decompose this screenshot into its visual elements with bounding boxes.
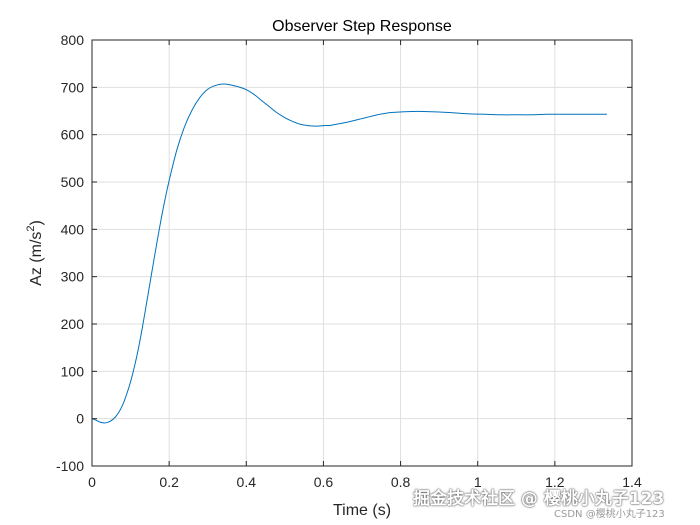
chart-title: Observer Step Response (272, 18, 452, 35)
x-tick-label: 0.8 (391, 474, 411, 490)
y-tick-label: 800 (61, 32, 85, 48)
ticks (91, 39, 633, 467)
x-tick-label: 0.4 (237, 474, 257, 490)
x-tick-label: 1 (474, 474, 482, 490)
y-tick-label: 200 (61, 316, 85, 332)
plot-box (91, 39, 633, 467)
y-tick-label: 600 (61, 127, 85, 143)
y-axis-label-sup: 2 (25, 225, 37, 231)
y-tick-label: -100 (56, 458, 84, 474)
series-line (91, 83, 607, 424)
x-axis-label: Time (s) (333, 502, 391, 519)
x-tick-label: 1.4 (622, 474, 642, 490)
y-axis-label-close: ) (28, 220, 45, 225)
x-tick-label: 0.2 (159, 474, 179, 490)
y-tick-label: 100 (61, 363, 85, 379)
y-axis-label: Az (m/s2) (25, 220, 45, 286)
y-tick-label: 500 (61, 174, 85, 190)
y-tick-label: 700 (61, 79, 85, 95)
watermark-main: 掘金技术社区 @ 樱桃小丸子123 (413, 489, 665, 509)
y-tick-label: 0 (76, 411, 84, 427)
x-tick-label: 0 (88, 474, 96, 490)
y-tick-label: 300 (61, 269, 85, 285)
y-axis-label-main: Az (m/s (28, 232, 45, 286)
x-tick-label: 1.2 (545, 474, 565, 490)
y-tick-labels: -100 0 100 200 300 400 500 600 700 800 (56, 32, 84, 474)
y-tick-label: 400 (61, 221, 85, 237)
watermark-sub: CSDN @樱桃小丸子123 (554, 509, 665, 520)
x-tick-labels: 0 0.2 0.4 0.6 0.8 1 1.2 1.4 (88, 474, 642, 490)
plot-background (92, 40, 632, 466)
x-tick-label: 0.6 (314, 474, 334, 490)
